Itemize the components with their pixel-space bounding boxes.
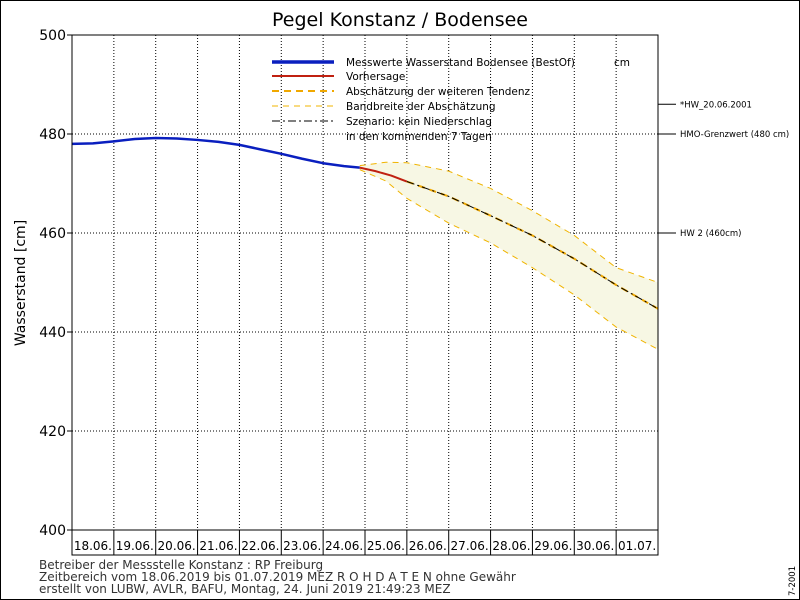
band-upper-line xyxy=(359,161,659,283)
reference-lines: *HW_20.06.2001 HMO-Grenzwert (480 cm) HW 2… xyxy=(658,100,789,239)
footer-created: erstellt von LUBW, AVLR, BAFU, Montag, 2… xyxy=(39,582,451,596)
legend-item-szenario: Szenario: kein Niederschlag xyxy=(346,116,492,128)
legend-item-tendenz: Abschätzung der weiteren Tendenz xyxy=(346,86,531,98)
band-lower-line xyxy=(359,169,659,350)
reference-label: HMO-Grenzwert (480 cm) xyxy=(680,130,789,140)
series-lines xyxy=(71,136,659,310)
y-tick-label: 460 xyxy=(39,226,66,242)
series-tendenz xyxy=(406,180,659,310)
x-tick-label: 01.07. xyxy=(618,539,656,553)
x-tick-label: 24.06. xyxy=(325,539,363,553)
y-tick-label: 480 xyxy=(39,127,66,143)
reference-label: HW 2 (460cm) xyxy=(680,229,741,239)
corner-code: 7-2001 xyxy=(788,566,798,596)
footer-range: Zeitbereich vom 18.06.2019 bis 01.07.201… xyxy=(39,570,516,584)
series-messwerte xyxy=(71,136,360,169)
x-tick-label: 25.06. xyxy=(367,539,405,553)
legend: Messwerte Wasserstand Bodensee (BestOf) … xyxy=(272,57,630,143)
x-tick-label: 30.06. xyxy=(576,539,614,553)
chart-title: Pegel Konstanz / Bodensee xyxy=(272,9,528,31)
x-tick-label: 19.06. xyxy=(116,539,154,553)
band-fill xyxy=(359,162,658,350)
y-tick-label: 440 xyxy=(39,325,66,341)
legend-item-vorhersage: Vorhersage xyxy=(346,71,405,83)
x-tick-label: 18.06. xyxy=(74,539,112,553)
y-axis-label: Wasserstand [cm] xyxy=(13,220,29,346)
x-tick-label: 21.06. xyxy=(199,539,237,553)
y-tick-label: 420 xyxy=(39,424,66,440)
footer-operator: Betreiber der Messstelle Konstanz : RP F… xyxy=(39,558,323,572)
y-axis-ticks: 400 420 440 460 480 500 xyxy=(39,28,72,539)
x-tick-label: 22.06. xyxy=(241,539,279,553)
y-tick-label: 400 xyxy=(39,523,66,539)
y-tick-label: 500 xyxy=(39,28,66,44)
x-tick-label: 27.06. xyxy=(451,539,489,553)
x-tick-label: 29.06. xyxy=(534,539,572,553)
x-tick-label: 23.06. xyxy=(283,539,321,553)
x-axis-ticks: 18.06. 19.06. 20.06. 21.06. 22.06. 23.06. 24.0… xyxy=(71,530,659,555)
legend-item-messwerte: Messwerte Wasserstand Bodensee (BestOf) xyxy=(346,57,575,69)
estimate-band xyxy=(359,161,659,350)
x-tick-label: 20.06. xyxy=(158,539,196,553)
series-szenario xyxy=(406,181,659,310)
x-tick-label: 28.06. xyxy=(492,539,530,553)
x-tick-label: 26.06. xyxy=(409,539,447,553)
legend-item-szenario-cont: in den kommenden 7 Tagen xyxy=(346,131,492,143)
legend-unit: cm xyxy=(614,57,630,69)
series-vorhersage xyxy=(359,166,408,183)
legend-item-bandbreite: Bandbreite der Abschätzung xyxy=(346,101,496,113)
reference-label: *HW_20.06.2001 xyxy=(680,100,752,110)
